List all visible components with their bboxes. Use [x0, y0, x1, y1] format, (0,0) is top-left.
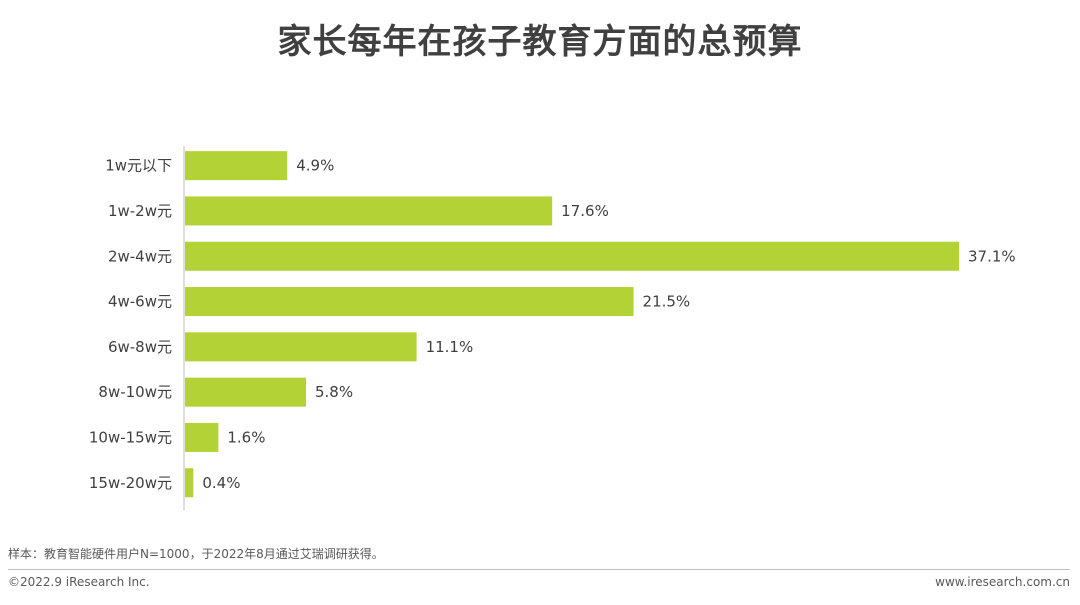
bar [185, 422, 219, 452]
bar [185, 151, 288, 181]
category-label: 4w-6w元 [108, 293, 172, 311]
chart-title: 家长每年在孩子教育方面的总预算 [277, 22, 803, 62]
data-label: 21.5% [643, 293, 691, 311]
copyright-text: ©2022.9 iResearch Inc. [8, 575, 150, 589]
data-label: 4.9% [296, 157, 334, 175]
category-label: 8w-10w元 [98, 383, 172, 401]
bar [185, 332, 417, 362]
data-label: 5.8% [315, 383, 353, 401]
bar-chart: 1w元以下 4.9% 1w-2w元 17.6% 2w-4w元 37.1% 4w-6w元 21.… [89, 146, 1016, 511]
bar [185, 196, 553, 226]
category-label: 2w-4w元 [108, 247, 172, 265]
data-label: 37.1% [968, 247, 1016, 265]
category-label: 1w-2w元 [108, 202, 172, 220]
bar [185, 287, 634, 317]
bar [185, 377, 307, 407]
data-label: 1.6% [227, 428, 265, 446]
website-link[interactable]: www.iresearch.com.cn [935, 575, 1070, 589]
data-label: 11.1% [426, 338, 474, 356]
data-label: 17.6% [561, 202, 609, 220]
category-label: 6w-8w元 [108, 338, 172, 356]
sample-note: 样本：教育智能硬件用户N=1000，于2022年8月通过艾瑞调研获得。 [8, 547, 384, 561]
category-label: 1w元以下 [105, 157, 172, 175]
bar [185, 468, 194, 498]
category-label: 15w-20w元 [89, 474, 172, 492]
category-label: 10w-15w元 [89, 428, 172, 446]
data-label: 0.4% [202, 474, 240, 492]
bar [185, 241, 959, 271]
footer-divider [8, 569, 1070, 570]
